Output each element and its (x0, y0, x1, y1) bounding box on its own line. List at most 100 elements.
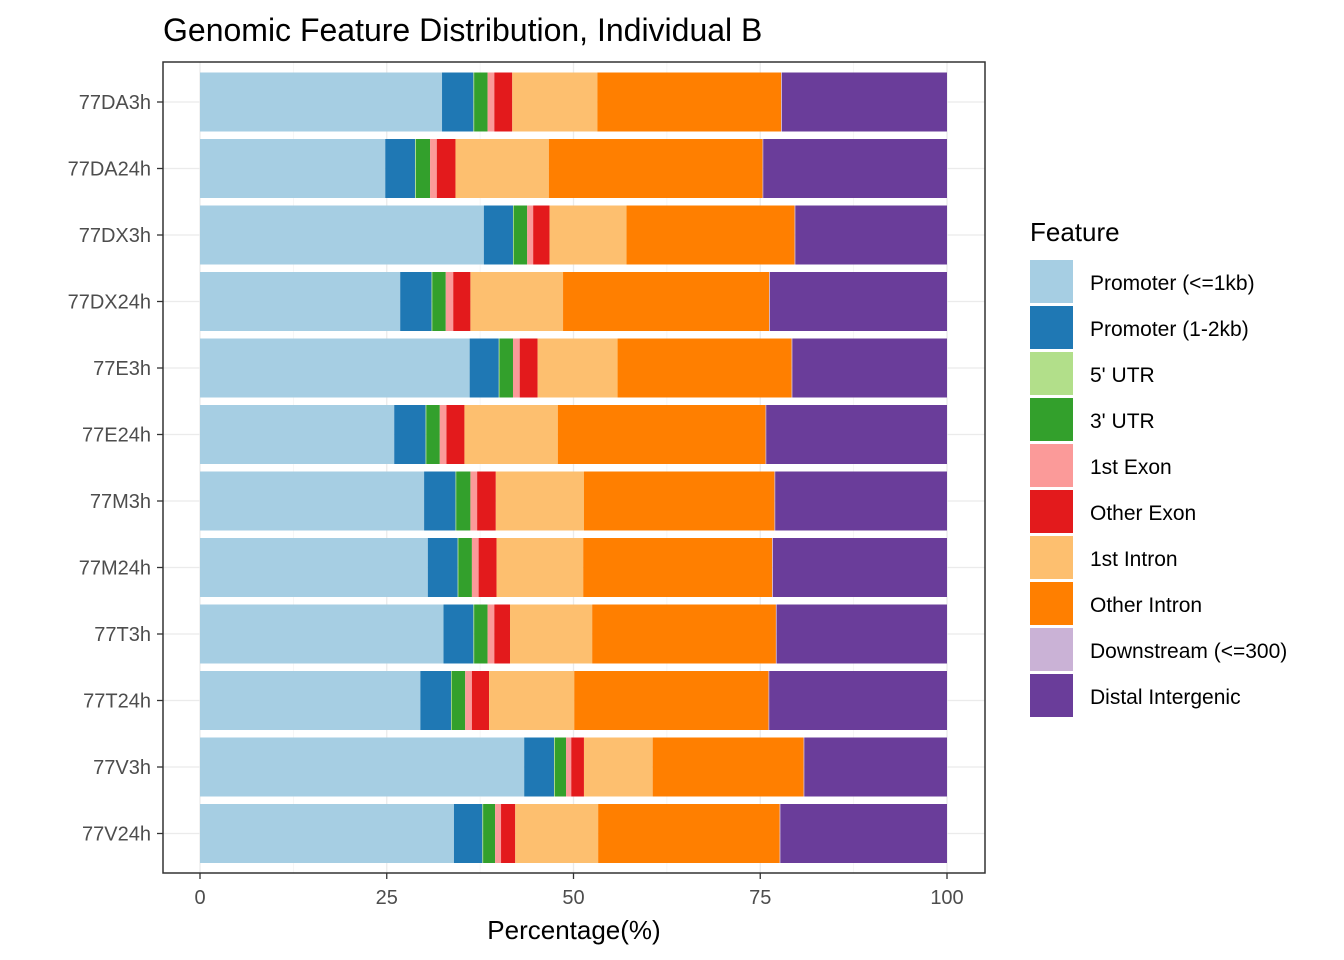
bar-segment (498, 338, 500, 398)
legend: Feature Promoter (<=1kb) Promoter (1-2kb)… (1030, 217, 1287, 717)
bar-segment (762, 139, 764, 198)
bar-segment (415, 139, 416, 198)
bar-segment (200, 272, 401, 331)
bar-segment (527, 205, 534, 265)
bar-segment (458, 538, 472, 597)
bar-segment (451, 671, 466, 730)
bar-segment (766, 405, 947, 464)
legend-label: Downstream (<=300) (1090, 640, 1287, 663)
y-tick-label: 77E3h (93, 358, 151, 380)
x-tick-label: 25 (376, 887, 398, 909)
bars (200, 72, 947, 863)
y-tick-label: 77T24h (83, 691, 151, 713)
bar-segment (563, 272, 770, 331)
bar-segment (200, 804, 454, 863)
legend-label: Other Exon (1090, 502, 1196, 525)
bar-segment (524, 737, 555, 797)
bar-segment (549, 205, 627, 265)
y-tick-label: 77DA3h (79, 92, 151, 114)
bar-segment (424, 471, 456, 531)
bar-segment (519, 338, 538, 398)
legend-key (1030, 398, 1073, 441)
bar-segment (510, 604, 593, 664)
bar-segment (494, 604, 511, 664)
bar-segment (200, 139, 386, 198)
bar-segment (442, 72, 474, 132)
y-tick-label: 77V24h (82, 824, 151, 846)
bar-segment (652, 737, 804, 797)
bar-segment (445, 272, 454, 331)
legend-key (1030, 444, 1073, 487)
bar-segment (768, 671, 770, 730)
bar-segment (455, 471, 457, 531)
bar-segment (495, 804, 502, 863)
x-axis-title: Percentage(%) (487, 915, 660, 945)
bar-segment (537, 338, 618, 398)
legend-label: Other Intron (1090, 594, 1202, 617)
bar-segment (794, 205, 796, 265)
bar-segment (200, 471, 425, 531)
bar-segment (483, 804, 496, 863)
legend-key (1030, 490, 1073, 533)
bar-segment (453, 272, 471, 331)
bar-segment (548, 139, 763, 198)
bar-segment (465, 671, 472, 730)
bar-segment (501, 804, 516, 863)
legend-key (1030, 306, 1073, 349)
bar-segment (765, 405, 767, 464)
y-tick-label: 77E24h (82, 425, 151, 447)
bar-segment (457, 538, 459, 597)
chart-title: Genomic Feature Distribution, Individual… (163, 12, 762, 48)
bar-segment (487, 72, 495, 132)
bar-segment (471, 671, 490, 730)
bar-segment (769, 272, 770, 331)
bar-segment (464, 405, 558, 464)
bar-segment (566, 737, 572, 797)
y-tick-label: 77DX3h (79, 225, 151, 247)
x-tick-label: 50 (562, 887, 584, 909)
x-tick-label: 0 (194, 887, 205, 909)
y-axis: 77DA3h 77DA24h 77DX3h 77DX24h 77E3h 77E24h 77M… (68, 92, 163, 846)
bar-segment (200, 737, 525, 797)
bar-segment (554, 737, 555, 797)
bar-segment (443, 604, 474, 664)
bar-segment (400, 272, 432, 331)
bar-segment (597, 72, 782, 132)
legend-label: Promoter (<=1kb) (1090, 272, 1255, 295)
bar-segment (795, 205, 947, 265)
legend-key (1030, 536, 1073, 579)
bar-segment (200, 604, 444, 664)
bar-segment (592, 604, 776, 664)
legend-title: Feature (1030, 217, 1120, 247)
bar-segment (769, 272, 947, 331)
bar-segment (478, 538, 497, 597)
bar-segment (426, 405, 440, 464)
bar-segment (775, 604, 777, 664)
bar-segment (515, 804, 599, 863)
legend-label: Distal Intergenic (1090, 686, 1241, 709)
bar-segment (473, 72, 475, 132)
bar-segment (474, 604, 488, 664)
bar-segment (781, 72, 947, 132)
bar-segment (470, 471, 478, 531)
y-tick-label: 77M3h (90, 491, 151, 513)
bar-segment (776, 604, 947, 664)
bar-segment (779, 804, 781, 863)
bar-segment (200, 671, 421, 730)
bar-segment (385, 139, 416, 198)
bar-segment (200, 72, 443, 132)
bar-segment (431, 272, 433, 331)
bar-segment (450, 671, 452, 730)
bar-segment (200, 205, 484, 265)
bar-segment (483, 205, 513, 265)
bar-segment (489, 671, 575, 730)
bar-segment (200, 538, 428, 597)
bar-segment (477, 471, 496, 531)
legend-key (1030, 582, 1073, 625)
legend-label: Promoter (1-2kb) (1090, 318, 1249, 341)
bar-segment (769, 671, 947, 730)
x-axis: 0 25 50 75 100 (194, 873, 964, 909)
x-tick-label: 75 (749, 887, 771, 909)
bar-segment (453, 804, 483, 863)
